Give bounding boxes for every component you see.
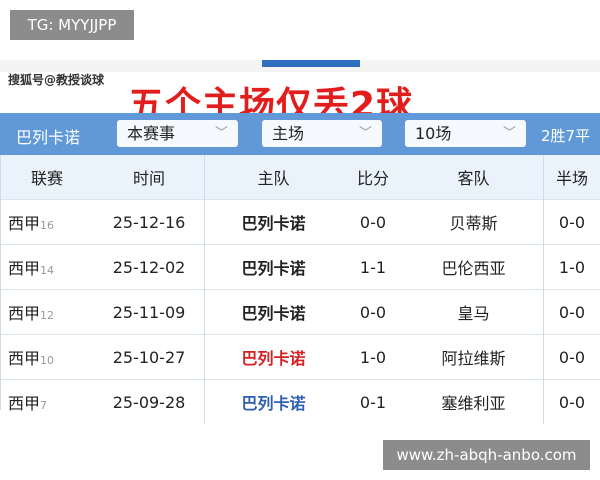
source-watermark: 搜狐号@教授谈球	[8, 73, 105, 87]
half-score-cell: 1-0	[543, 244, 600, 290]
chevron-down-icon: ﹀	[214, 126, 228, 141]
venue-select[interactable]: 主场 ﹀	[262, 120, 382, 147]
team-name: 巴列卡诺	[16, 128, 81, 147]
date-cell: 25-12-02	[94, 244, 205, 290]
round: 12	[40, 309, 55, 322]
league: 西甲	[8, 304, 41, 323]
round: 16	[40, 219, 55, 232]
table-left-border	[0, 155, 1, 410]
match-table: 联赛 时间 主队 比分 客队 半场 西甲16 25-12-16 巴列卡诺 0-0…	[0, 155, 600, 424]
table-row[interactable]: 西甲10 25-10-27 巴列卡诺 1-0 阿拉维斯 0-0	[0, 334, 600, 380]
round: 14	[40, 264, 55, 277]
away-team-cell[interactable]: 皇马	[404, 289, 544, 335]
round: 7	[40, 399, 48, 412]
date-cell: 25-10-27	[94, 334, 205, 380]
away-team-cell[interactable]: 阿拉维斯	[404, 334, 544, 380]
date-cell: 25-12-16	[94, 199, 205, 245]
top-tab-indicator	[262, 60, 360, 67]
round: 10	[40, 354, 55, 367]
table-row[interactable]: 西甲16 25-12-16 巴列卡诺 0-0 贝蒂斯 0-0	[0, 199, 600, 245]
home-team-cell[interactable]: 巴列卡诺	[204, 334, 342, 380]
record-summary: 2胜7平	[541, 127, 591, 145]
score-cell: 0-0	[342, 199, 404, 245]
count-value: 10场	[415, 124, 452, 143]
home-team-cell[interactable]: 巴列卡诺	[204, 379, 342, 424]
away-team-cell[interactable]: 塞维利亚	[404, 379, 544, 424]
away-team-cell[interactable]: 巴伦西亚	[404, 244, 544, 290]
site-watermark: www.zh-abqh-anbo.com	[383, 440, 590, 470]
count-select[interactable]: 10场 ﹀	[405, 120, 526, 147]
league-cell: 西甲10	[0, 334, 94, 380]
league-cell: 西甲16	[0, 199, 94, 245]
away-team-cell[interactable]: 贝蒂斯	[404, 199, 544, 245]
date-cell: 25-11-09	[94, 289, 205, 335]
league-cell: 西甲14	[0, 244, 94, 290]
score-cell: 0-0	[342, 289, 404, 335]
league: 西甲	[8, 214, 41, 233]
filter-bar: 巴列卡诺 本赛事 ﹀ 主场 ﹀ 10场 ﹀ 2胜7平	[0, 113, 600, 155]
header-score: 比分	[342, 155, 404, 200]
chevron-down-icon: ﹀	[502, 126, 516, 141]
chevron-down-icon: ﹀	[358, 126, 372, 141]
header-league: 联赛	[0, 155, 94, 200]
league: 西甲	[8, 394, 41, 413]
score-cell: 1-1	[342, 244, 404, 290]
league: 西甲	[8, 259, 41, 278]
competition-select[interactable]: 本赛事 ﹀	[117, 120, 238, 147]
league-cell: 西甲7	[0, 379, 94, 424]
header-half: 半场	[543, 155, 600, 200]
half-score-cell: 0-0	[543, 289, 600, 335]
header-away: 客队	[404, 155, 544, 200]
half-score-cell: 0-0	[543, 379, 600, 424]
half-score-cell: 0-0	[543, 334, 600, 380]
table-row[interactable]: 西甲7 25-09-28 巴列卡诺 0-1 塞维利亚 0-0	[0, 379, 600, 424]
half-score-cell: 0-0	[543, 199, 600, 245]
league: 西甲	[8, 349, 41, 368]
overlay-label: TG: MYYJJPP	[10, 10, 134, 40]
score-cell: 0-1	[342, 379, 404, 424]
table-header: 联赛 时间 主队 比分 客队 半场	[0, 155, 600, 200]
home-team-cell[interactable]: 巴列卡诺	[204, 199, 342, 245]
table-row[interactable]: 西甲14 25-12-02 巴列卡诺 1-1 巴伦西亚 1-0	[0, 244, 600, 290]
header-time: 时间	[94, 155, 205, 200]
header-home: 主队	[204, 155, 342, 200]
score-cell: 1-0	[342, 334, 404, 380]
date-cell: 25-09-28	[94, 379, 205, 424]
competition-value: 本赛事	[127, 124, 176, 143]
home-team-cell[interactable]: 巴列卡诺	[204, 244, 342, 290]
league-cell: 西甲12	[0, 289, 94, 335]
home-team-cell[interactable]: 巴列卡诺	[204, 289, 342, 335]
table-row[interactable]: 西甲12 25-11-09 巴列卡诺 0-0 皇马 0-0	[0, 289, 600, 335]
venue-value: 主场	[272, 124, 305, 143]
